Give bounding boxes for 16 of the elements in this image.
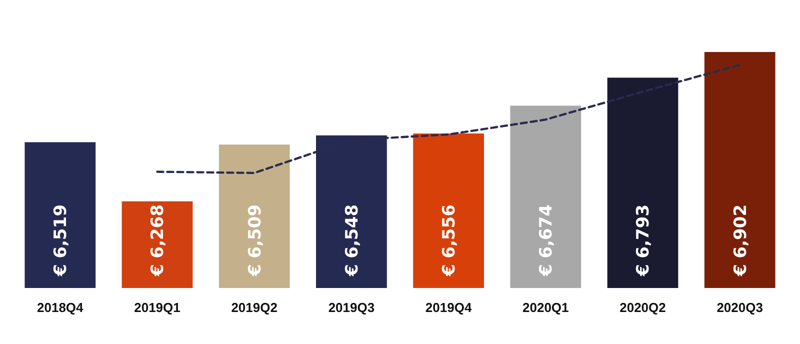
x-tick-label: 2019Q1 bbox=[134, 300, 180, 315]
data-label: € 6,902 bbox=[730, 204, 751, 277]
x-tick-label: 2018Q4 bbox=[37, 300, 84, 315]
x-tick-label: 2019Q4 bbox=[425, 300, 472, 315]
x-tick-label: 2020Q3 bbox=[716, 300, 763, 315]
x-tick-label: 2019Q2 bbox=[231, 300, 278, 315]
x-tick-label: 2019Q3 bbox=[328, 300, 375, 315]
data-label: € 6,519 bbox=[51, 204, 72, 277]
data-label: € 6,509 bbox=[245, 204, 266, 277]
x-tick-label: 2020Q1 bbox=[522, 300, 569, 315]
data-label: € 6,548 bbox=[342, 204, 362, 277]
data-label: € 6,556 bbox=[440, 204, 460, 277]
x-tick-label: 2020Q2 bbox=[620, 300, 666, 315]
data-label: € 6,793 bbox=[634, 204, 654, 277]
data-label: € 6,268 bbox=[148, 204, 168, 277]
data-label: € 6,674 bbox=[536, 204, 557, 277]
